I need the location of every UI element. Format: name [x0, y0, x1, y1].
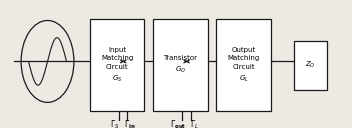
- Bar: [294, 41, 327, 90]
- Text: $Z_O$: $Z_O$: [305, 60, 316, 70]
- Bar: [90, 19, 144, 111]
- Text: Output
Matching
Circuit
$G_L$: Output Matching Circuit $G_L$: [228, 47, 260, 84]
- Text: Input
Matching
Circuit
$G_S$: Input Matching Circuit $G_S$: [101, 47, 133, 84]
- Text: $\Gamma_L$: $\Gamma_L$: [190, 119, 199, 128]
- Bar: [216, 19, 271, 111]
- Bar: [153, 19, 208, 111]
- Text: $\Gamma_{\mathbf{in}}$: $\Gamma_{\mathbf{in}}$: [124, 119, 136, 128]
- Text: Transistor
$G_O$: Transistor $G_O$: [163, 55, 197, 75]
- Text: $\Gamma_{\mathbf{out}}$: $\Gamma_{\mathbf{out}}$: [170, 119, 186, 128]
- Text: $\Gamma_S$: $\Gamma_S$: [109, 119, 119, 128]
